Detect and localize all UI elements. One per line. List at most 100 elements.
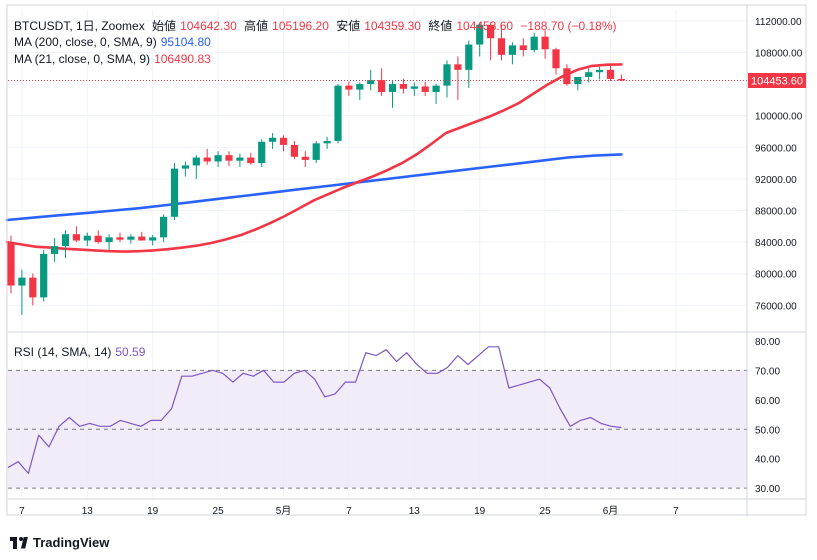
ma21-label: MA (21, close, 0, SMA, 9): [14, 52, 151, 66]
candle-body: [214, 155, 222, 162]
x-tick-label: 7: [346, 506, 352, 517]
candle-body: [367, 80, 375, 85]
symbol-label[interactable]: BTCUSDT, 1日, Zoomex: [14, 19, 145, 33]
candle-body: [410, 86, 418, 89]
candle-body: [72, 234, 80, 241]
candle-body: [606, 69, 615, 79]
candle-body: [487, 24, 495, 39]
candle-body: [323, 140, 331, 144]
x-tick-label: 19: [147, 506, 159, 517]
price-tick-label: 92000.00: [755, 175, 797, 186]
candle-body: [116, 237, 124, 240]
x-tick-label: 7: [673, 506, 679, 517]
candle-body: [192, 157, 200, 166]
price-tick-label: 80000.00: [755, 270, 797, 281]
x-tick-label: 25: [540, 506, 552, 517]
ma200-value: 95104.80: [160, 35, 211, 49]
candle-body: [552, 49, 560, 69]
candle-body: [203, 157, 211, 162]
candle-body: [301, 156, 309, 160]
candle-body: [290, 144, 298, 157]
open-label: 始値: [152, 19, 177, 33]
candle-body: [7, 242, 15, 286]
x-tick-label: 13: [82, 506, 94, 517]
candle-body: [421, 86, 429, 92]
low-value: 104359.30: [364, 19, 421, 33]
price-tick-label: 76000.00: [755, 301, 797, 312]
ma21-layer: [5, 63, 623, 253]
tradingview-brand: TradingView: [33, 535, 110, 550]
x-tick-label: 7: [19, 506, 25, 517]
grid: [8, 9, 747, 497]
candle-body: [378, 80, 386, 92]
tradingview-logo-icon: [10, 536, 28, 549]
candle-body: [388, 84, 397, 92]
rsi-band: [8, 369, 747, 489]
candle-body: [334, 85, 342, 141]
change-value: −188.70 (−0.18%): [520, 19, 617, 33]
candle-body: [105, 237, 113, 243]
candle-body: [181, 165, 189, 169]
candle-body: [247, 157, 255, 164]
rsi-tick-label: 30.00: [755, 484, 780, 495]
candle-body: [497, 38, 506, 55]
high-label: 高値: [244, 19, 269, 33]
candle-body: [432, 85, 440, 92]
price-tick-label: 100000.00: [755, 112, 803, 123]
chart-frame: [6, 4, 807, 516]
price-tick-label: 96000.00: [755, 143, 797, 154]
rsi-tick-label: 60.00: [755, 396, 780, 407]
candle-body: [574, 76, 582, 85]
candle-body: [465, 44, 473, 70]
rsi-tick-label: 50.00: [755, 425, 780, 436]
candle-body: [258, 141, 266, 164]
candle-body: [269, 137, 277, 142]
candle-body: [236, 157, 244, 161]
candle-body: [51, 246, 59, 254]
last-price-tag: 104453.60: [748, 73, 806, 88]
close-label: 終値: [428, 19, 453, 33]
x-tick-label: 19: [474, 506, 486, 517]
candle-body: [40, 253, 48, 298]
candle-body: [160, 216, 168, 238]
last-price-tag-text: 104453.60: [751, 76, 803, 88]
price-tick-label: 108000.00: [755, 48, 803, 59]
candle-body: [225, 155, 233, 161]
price-tick-label: 84000.00: [755, 238, 797, 249]
candle-body: [541, 36, 549, 50]
ma200-line: [5, 153, 623, 222]
candle-body: [399, 84, 407, 89]
rsi-tick-label: 80.00: [755, 337, 780, 348]
open-value: 104642.30: [180, 19, 237, 33]
candle-body: [94, 235, 102, 243]
candle-body: [443, 64, 451, 86]
candle-body: [508, 45, 516, 55]
ma200-legend[interactable]: MA (200, close, 0, SMA, 9) 95104.80: [14, 35, 215, 49]
candle-body: [356, 84, 364, 90]
main-pane-bg: [8, 9, 747, 329]
candle-body: [519, 45, 527, 51]
candle-body: [83, 235, 91, 241]
low-label: 安値: [336, 19, 361, 33]
ma21-legend[interactable]: MA (21, close, 0, SMA, 9) 106490.83: [14, 52, 215, 66]
rsi-legend[interactable]: RSI (14, SMA, 14) 50.59: [14, 345, 149, 359]
tradingview-logo[interactable]: TradingView: [10, 535, 109, 550]
candle-body: [170, 168, 179, 217]
price-tick-label: 112000.00: [755, 17, 802, 28]
ma21-line: [5, 63, 623, 253]
candle-body: [454, 64, 462, 70]
candle-body: [29, 277, 37, 298]
x-tick-label: 5月: [276, 505, 292, 517]
candle-body: [138, 236, 146, 241]
candles: [7, 22, 747, 315]
x-tick-label: 6月: [603, 505, 619, 517]
candle-body: [127, 236, 135, 240]
rsi-layer: [7, 346, 622, 474]
candle-body: [563, 68, 571, 85]
rsi-value: 50.59: [115, 345, 146, 359]
x-tick-label: 25: [213, 506, 225, 517]
rsi-label: RSI (14, SMA, 14): [14, 345, 112, 359]
last-price-tag-bg: [748, 73, 806, 88]
candle-body: [279, 137, 288, 145]
